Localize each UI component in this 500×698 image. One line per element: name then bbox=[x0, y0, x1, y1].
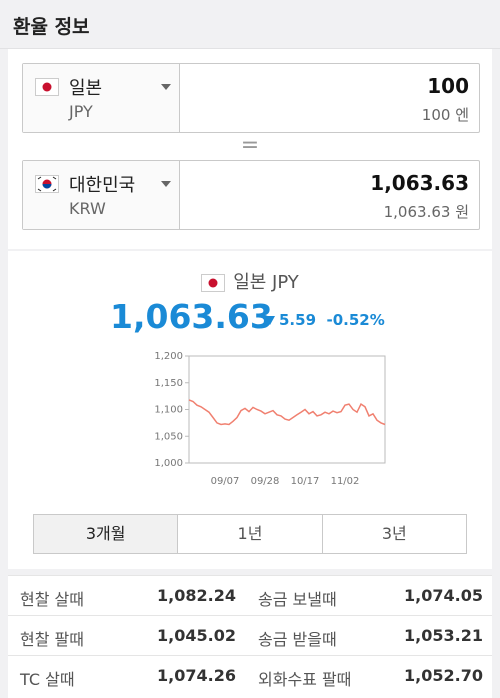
change-pct: -0.52% bbox=[326, 311, 385, 329]
rate-label: 현찰 팔때 bbox=[20, 630, 84, 649]
converter: 일본 JPY 100 100 엔 = 대한민국 KRW 1,063.63 1,0… bbox=[8, 49, 492, 249]
rate: 1,063.63 bbox=[110, 297, 273, 336]
code: KRW bbox=[69, 199, 106, 218]
flag-korea bbox=[35, 175, 59, 193]
title: 환율 정보 bbox=[13, 16, 90, 38]
y-tick-label: 1,200 bbox=[154, 351, 183, 362]
tab[interactable]: 3년 bbox=[321, 515, 466, 553]
x-tick-label: 09/28 bbox=[251, 476, 280, 487]
equals: = bbox=[240, 133, 260, 158]
x-tick-label: 09/07 bbox=[211, 476, 240, 487]
currency: 일본 JPY bbox=[233, 272, 299, 293]
x-tick-label: 11/02 bbox=[331, 476, 360, 487]
currency-select[interactable]: 일본 JPY bbox=[23, 64, 180, 132]
summary-currency: 일본 JPY bbox=[8, 268, 492, 294]
line bbox=[188, 399, 386, 426]
amount-label: 100 엔 bbox=[421, 106, 469, 124]
rate-label: 송금 보낼때 bbox=[258, 590, 337, 609]
rate-label: 송금 받을때 bbox=[258, 630, 337, 649]
rate-table: 현찰 살때 1,082.24 송금 보낼때 1,074.05 현찰 팔때 1,045.02… bbox=[8, 575, 492, 698]
y-tick-label: 1,000 bbox=[154, 458, 183, 469]
amount[interactable]: 100 bbox=[427, 74, 469, 98]
change-value: 5.59 bbox=[279, 311, 317, 329]
flag-japan bbox=[201, 274, 226, 292]
change: 5.59 -0.52% bbox=[265, 311, 385, 329]
chart: 1,000 1,050 1,100 1,150 1,200 09/07 09/28 10/17… bbox=[154, 351, 386, 487]
amount-label: 1,063.63 원 bbox=[383, 203, 469, 221]
x-tick-label: 10/17 bbox=[291, 476, 320, 487]
rate-value: 1,082.24 bbox=[157, 586, 236, 605]
country: 대한민국 bbox=[69, 175, 136, 196]
tab[interactable]: 1년 bbox=[177, 515, 322, 553]
rate-value: 1,045.02 bbox=[157, 626, 236, 645]
from-box: 일본 JPY 100 100 엔 bbox=[22, 63, 480, 133]
caret bbox=[161, 84, 171, 90]
y-tick-label: 1,050 bbox=[154, 431, 183, 442]
tab[interactable]: 3개월 bbox=[34, 515, 178, 553]
rate-value: 1,074.26 bbox=[157, 666, 236, 685]
rate-value: 1,053.21 bbox=[404, 626, 483, 645]
plot-frame bbox=[188, 355, 386, 464]
currency-select[interactable]: 대한민국 KRW bbox=[23, 161, 180, 229]
country: 일본 bbox=[69, 78, 103, 99]
rate-label: 외화수표 팔때 bbox=[258, 670, 352, 689]
table-row: 현찰 팔때 1,045.02 송금 받을때 1,053.21 bbox=[8, 615, 492, 656]
down-arrow bbox=[265, 316, 275, 325]
chart-section: 일본 JPY 1,063.63 5.59 -0.52% 1,000 1,050 1,… bbox=[8, 251, 492, 569]
header: 환율 정보 bbox=[0, 0, 500, 49]
rate-value: 1,052.70 bbox=[404, 666, 483, 685]
rate-label: 현찰 살때 bbox=[20, 590, 84, 609]
table-row: 현찰 살때 1,082.24 송금 보낼때 1,074.05 bbox=[8, 575, 492, 616]
amount[interactable]: 1,063.63 bbox=[370, 171, 469, 195]
table-row: TC 살때 1,074.26 외화수표 팔때 1,052.70 bbox=[8, 655, 492, 696]
code: JPY bbox=[69, 102, 93, 121]
period-tabs: 3개월 1년 3년 bbox=[33, 514, 467, 554]
flag-japan bbox=[35, 78, 59, 96]
to-box: 대한민국 KRW 1,063.63 1,063.63 원 bbox=[22, 160, 480, 230]
y-tick-label: 1,100 bbox=[154, 405, 183, 416]
y-tick-label: 1,150 bbox=[154, 378, 183, 389]
rate-label: TC 살때 bbox=[20, 670, 75, 689]
caret bbox=[161, 181, 171, 187]
rate-value: 1,074.05 bbox=[404, 586, 483, 605]
